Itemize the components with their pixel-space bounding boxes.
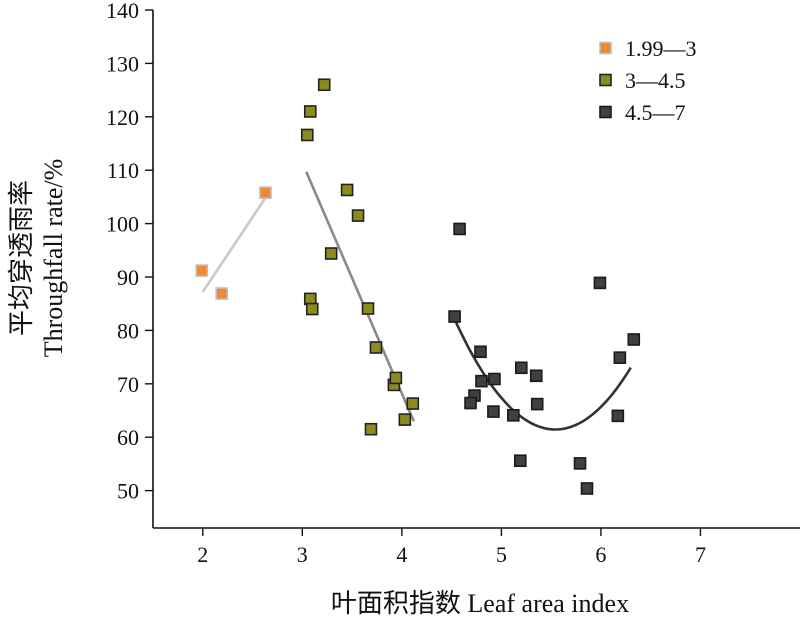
data-point-series-2 [369, 341, 383, 354]
y-tick-label: 60 [117, 425, 139, 450]
data-point-series-1 [195, 264, 209, 277]
data-point-series-3 [488, 372, 501, 386]
x-tick-label: 5 [496, 542, 507, 567]
y-axis-title-en: Throughfall rate/% [39, 159, 68, 358]
data-point-series-2 [300, 128, 314, 142]
data-point-series-2 [317, 78, 331, 92]
data-point-series-1 [259, 186, 272, 199]
plot-area [152, 10, 800, 529]
data-point-series-3 [474, 345, 487, 359]
x-tick-label: 3 [297, 542, 308, 567]
legend-marker-series-1 [599, 41, 612, 55]
data-point-series-2 [364, 422, 378, 436]
y-tick-label: 120 [106, 105, 139, 130]
y-tick-label: 90 [117, 265, 139, 290]
legend: 1.99—3 3—4.5 4.5—7 [599, 36, 697, 125]
y-tick-label: 110 [107, 158, 139, 183]
data-point-series-3 [530, 397, 544, 411]
y-axis-title-cn: 平均穿透雨率 [7, 180, 36, 336]
data-point-series-3 [573, 457, 587, 470]
data-point-series-3 [611, 409, 625, 423]
data-point-series-3 [464, 396, 477, 410]
data-point-series-3 [613, 351, 627, 364]
x-tick-label: 4 [396, 542, 407, 567]
data-point-series-2 [340, 183, 354, 197]
x-tick-label: 6 [595, 542, 606, 567]
legend-label-series-2: 3—4.5 [625, 68, 686, 93]
data-point-series-2 [324, 247, 338, 260]
legend-marker-series-2 [599, 73, 612, 87]
data-point-series-3 [448, 310, 461, 323]
trend-lines [201, 171, 632, 431]
data-point-series-3 [453, 222, 466, 236]
x-tick-label: 7 [695, 542, 706, 567]
y-tick-label: 70 [117, 372, 139, 397]
y-axis-ticks: 50 60 70 80 90 100 110 120 130 140 [106, 0, 153, 504]
data-point-series-3 [514, 361, 528, 375]
y-tick-label: 140 [106, 0, 139, 23]
y-axis-title: 平均穿透雨率 Throughfall rate/% [7, 159, 68, 358]
y-tick-label: 130 [106, 51, 139, 76]
y-tick-label: 80 [117, 318, 139, 343]
data-points [195, 78, 641, 495]
x-tick-label: 2 [197, 542, 208, 567]
data-point-series-2 [305, 302, 319, 316]
y-tick-label: 50 [117, 479, 139, 504]
legend-marker-series-3 [599, 105, 612, 119]
data-point-series-3 [487, 405, 500, 418]
data-point-series-2 [361, 302, 375, 315]
trend-line-series-1 [201, 194, 269, 293]
legend-label-series-3: 4.5—7 [625, 100, 686, 125]
data-point-series-2 [398, 413, 412, 426]
legend-label-series-1: 1.99—3 [625, 36, 697, 61]
data-point-series-3 [507, 409, 520, 422]
data-point-series-3 [593, 276, 607, 290]
trend-curve-series-3 [450, 312, 632, 431]
x-axis-ticks: 2 3 4 5 6 7 [197, 528, 706, 567]
data-point-series-2 [389, 371, 403, 385]
y-tick-label: 100 [106, 212, 139, 237]
data-point-series-3 [529, 369, 543, 383]
data-point-series-3 [475, 374, 488, 388]
data-point-series-3 [513, 454, 527, 468]
data-point-series-2 [406, 397, 420, 410]
x-axis-title: 叶面积指数 Leaf area index [331, 589, 629, 618]
data-point-series-3 [627, 333, 641, 346]
data-point-series-3 [580, 482, 594, 495]
data-point-series-2 [303, 105, 317, 118]
data-point-series-1 [215, 287, 228, 300]
data-point-series-2 [351, 209, 365, 222]
